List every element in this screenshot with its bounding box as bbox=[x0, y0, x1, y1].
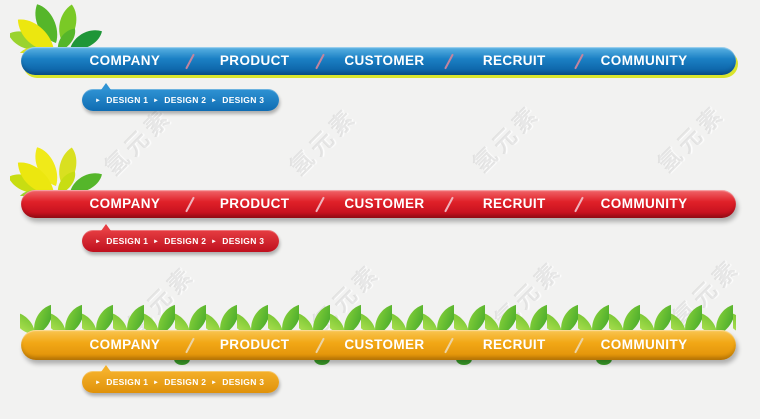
navbar: COMPANY PRODUCT CUSTOMER RECRUIT COMMUNI… bbox=[21, 190, 736, 218]
design-button-group: ► DESIGN 1 ► DESIGN 2 ► DESIGN 3 bbox=[82, 365, 279, 393]
design-button-label: DESIGN 2 bbox=[164, 376, 207, 387]
navbar: COMPANY PRODUCT CUSTOMER RECRUIT COMMUNI… bbox=[21, 47, 736, 75]
design-button-label: DESIGN 1 bbox=[106, 235, 149, 246]
watermark-text: 氢元素 bbox=[284, 102, 363, 181]
arrow-icon: ► bbox=[211, 238, 218, 245]
nav-menu: COMPANY PRODUCT CUSTOMER RECRUIT COMMUNI… bbox=[61, 196, 708, 213]
arrow-icon: ► bbox=[153, 97, 160, 104]
nav-item-community[interactable]: COMMUNITY bbox=[600, 53, 688, 69]
arrow-icon: ► bbox=[153, 379, 160, 386]
design-button-label: DESIGN 3 bbox=[222, 235, 265, 246]
leaf-cluster-icon bbox=[10, 144, 106, 196]
watermark-text: 氢元素 bbox=[652, 99, 731, 178]
nav-item-recruit[interactable]: RECRUIT bbox=[482, 337, 546, 353]
nav-item-customer[interactable]: CUSTOMER bbox=[344, 53, 425, 69]
pill-tail-pointer bbox=[101, 224, 111, 231]
nav-item-company[interactable]: COMPANY bbox=[89, 337, 161, 353]
watermark-text: 氢元素 bbox=[467, 99, 546, 178]
pill-tail-pointer bbox=[101, 365, 111, 372]
nav-item-community[interactable]: COMMUNITY bbox=[600, 196, 688, 212]
design-button-label: DESIGN 2 bbox=[164, 235, 207, 246]
design-1-button[interactable]: ► DESIGN 1 bbox=[95, 237, 153, 246]
nav-item-product[interactable]: PRODUCT bbox=[219, 196, 290, 212]
design-2-button[interactable]: ► DESIGN 2 bbox=[153, 378, 211, 387]
pill-tail-pointer bbox=[101, 83, 111, 90]
design-button-group: ► DESIGN 1 ► DESIGN 2 ► DESIGN 3 bbox=[82, 83, 279, 111]
leaf-cluster-icon bbox=[10, 1, 106, 53]
nav-item-community[interactable]: COMMUNITY bbox=[600, 337, 688, 353]
arrow-icon: ► bbox=[153, 238, 160, 245]
design-button-group: ► DESIGN 1 ► DESIGN 2 ► DESIGN 3 bbox=[82, 224, 279, 252]
nav-item-company[interactable]: COMPANY bbox=[89, 196, 161, 212]
design-3-button[interactable]: ► DESIGN 3 bbox=[211, 378, 269, 387]
arrow-icon: ► bbox=[211, 97, 218, 104]
nav-item-product[interactable]: PRODUCT bbox=[219, 337, 290, 353]
design-1-button[interactable]: ► DESIGN 1 bbox=[95, 96, 153, 105]
design-3-button[interactable]: ► DESIGN 3 bbox=[211, 237, 269, 246]
nav-item-recruit[interactable]: RECRUIT bbox=[482, 196, 546, 212]
arrow-icon: ► bbox=[95, 238, 102, 245]
design-button-label: DESIGN 2 bbox=[164, 94, 207, 105]
design-button-label: DESIGN 1 bbox=[106, 376, 149, 387]
nav-item-customer[interactable]: CUSTOMER bbox=[344, 337, 425, 353]
nav-item-recruit[interactable]: RECRUIT bbox=[482, 53, 546, 69]
arrow-icon: ► bbox=[95, 97, 102, 104]
design-button-label: DESIGN 3 bbox=[222, 94, 265, 105]
arrow-icon: ► bbox=[95, 379, 102, 386]
design-1-button[interactable]: ► DESIGN 1 bbox=[95, 378, 153, 387]
design-3-button[interactable]: ► DESIGN 3 bbox=[211, 96, 269, 105]
design-button-label: DESIGN 1 bbox=[106, 94, 149, 105]
navbar: COMPANY PRODUCT CUSTOMER RECRUIT COMMUNI… bbox=[21, 330, 736, 360]
design-2-button[interactable]: ► DESIGN 2 bbox=[153, 237, 211, 246]
nav-menu: COMPANY PRODUCT CUSTOMER RECRUIT COMMUNI… bbox=[61, 53, 708, 70]
design-button-label: DESIGN 3 bbox=[222, 376, 265, 387]
design-2-button[interactable]: ► DESIGN 2 bbox=[153, 96, 211, 105]
nav-item-product[interactable]: PRODUCT bbox=[219, 53, 290, 69]
arrow-icon: ► bbox=[211, 379, 218, 386]
nav-menu: COMPANY PRODUCT CUSTOMER RECRUIT COMMUNI… bbox=[61, 337, 708, 354]
nav-item-customer[interactable]: CUSTOMER bbox=[344, 196, 425, 212]
nav-item-company[interactable]: COMPANY bbox=[89, 53, 161, 69]
